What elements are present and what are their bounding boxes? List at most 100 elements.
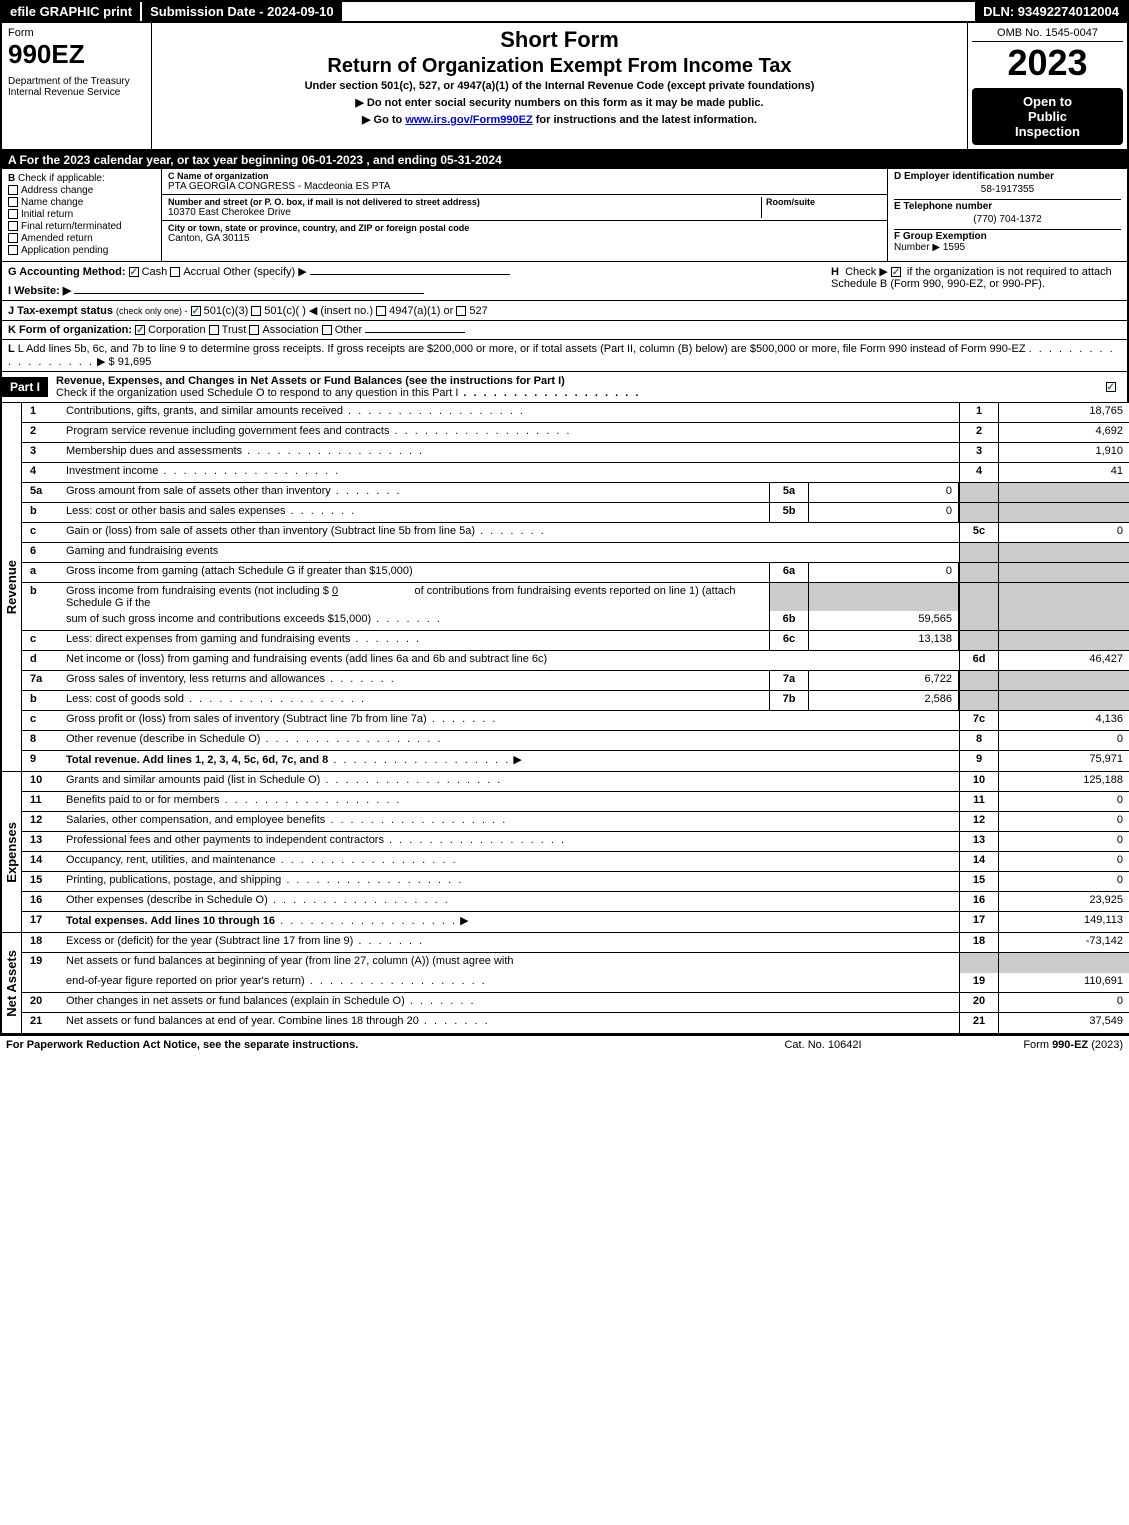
section-a-period: A For the 2023 calendar year, or tax yea…: [0, 151, 1129, 169]
irs-link[interactable]: www.irs.gov/Form990EZ: [405, 114, 532, 126]
dept-label: Department of the Treasury: [8, 76, 145, 87]
line-5c-value: 0: [999, 523, 1129, 542]
dln-label: DLN: 93492274012004: [975, 2, 1127, 21]
checkbox-address-change[interactable]: [8, 185, 18, 195]
checkbox-501c3[interactable]: [191, 306, 201, 316]
checkbox-pending[interactable]: [8, 245, 18, 255]
page-footer: For Paperwork Reduction Act Notice, see …: [0, 1035, 1129, 1054]
checkbox-amended[interactable]: [8, 233, 18, 243]
part-1-label: Part I: [2, 377, 48, 397]
checkbox-corporation[interactable]: [135, 325, 145, 335]
paperwork-notice: For Paperwork Reduction Act Notice, see …: [6, 1039, 723, 1051]
net-assets-section: Net Assets 18Excess or (deficit) for the…: [0, 932, 1129, 1035]
other-specify-input[interactable]: [310, 274, 510, 275]
checkbox-name-change[interactable]: [8, 197, 18, 207]
warning-2: ▶ Go to www.irs.gov/Form990EZ for instru…: [162, 113, 957, 126]
checkbox-initial-return[interactable]: [8, 209, 18, 219]
section-l: L L Add lines 5b, 6c, and 7b to line 9 t…: [0, 340, 1129, 372]
short-form-title: Short Form: [162, 27, 957, 53]
line-6d-value: 46,427: [999, 651, 1129, 670]
top-bar: efile GRAPHIC print Submission Date - 20…: [0, 0, 1129, 23]
line-17-value: 149,113: [999, 912, 1129, 932]
phone-label: E Telephone number: [894, 201, 992, 212]
line-6a-value: 0: [809, 563, 959, 582]
line-19-value: 110,691: [999, 973, 1129, 992]
checkbox-trust[interactable]: [209, 325, 219, 335]
irs-label: Internal Revenue Service: [8, 87, 145, 98]
website-label: I Website: ▶: [8, 285, 71, 297]
expenses-section: Expenses 10Grants and similar amounts pa…: [0, 771, 1129, 932]
form-header: Form 990EZ Department of the Treasury In…: [0, 23, 1129, 151]
line-7b-value: 2,586: [809, 691, 959, 710]
line-10-value: 125,188: [999, 772, 1129, 791]
line-20-value: 0: [999, 993, 1129, 1012]
org-name-label: C Name of organization: [168, 171, 881, 181]
line-2-value: 4,692: [999, 423, 1129, 442]
open-to-public: Open to Public Inspection: [972, 88, 1123, 145]
phone-value: (770) 704-1372: [894, 212, 1121, 227]
section-j: J Tax-exempt status (check only one) - 5…: [0, 301, 1129, 321]
ein-label: D Employer identification number: [894, 171, 1054, 182]
line-14-value: 0: [999, 852, 1129, 871]
section-k: K Form of organization: Corporation Trus…: [0, 321, 1129, 340]
header-center: Short Form Return of Organization Exempt…: [152, 23, 967, 149]
line-5a-value: 0: [809, 483, 959, 502]
checkbox-association[interactable]: [249, 325, 259, 335]
line-15-value: 0: [999, 872, 1129, 891]
warning-1: ▶ Do not enter social security numbers o…: [162, 96, 957, 109]
checkbox-4947[interactable]: [376, 306, 386, 316]
line-6c-value: 13,138: [809, 631, 959, 650]
section-c: C Name of organization PTA GEORGIA CONGR…: [162, 169, 887, 261]
submission-date: Submission Date - 2024-09-10: [140, 2, 344, 21]
street-label: Number and street (or P. O. box, if mail…: [168, 197, 761, 207]
efile-label[interactable]: efile GRAPHIC print: [2, 2, 140, 21]
tax-year: 2023: [972, 42, 1123, 84]
checkbox-accrual[interactable]: [170, 267, 180, 277]
checkbox-cash[interactable]: [129, 267, 139, 277]
form-label: Form: [8, 27, 145, 39]
topbar-spacer: [344, 2, 976, 21]
revenue-section: Revenue 1Contributions, gifts, grants, a…: [0, 403, 1129, 771]
room-label: Room/suite: [766, 197, 881, 207]
city-state-zip: Canton, GA 30115: [168, 233, 881, 244]
line-7a-value: 6,722: [809, 671, 959, 690]
other-org-input[interactable]: [365, 332, 465, 333]
street-address: 10370 East Cherokee Drive: [168, 207, 761, 218]
part-1-title: Revenue, Expenses, and Changes in Net As…: [48, 372, 1097, 402]
revenue-side-label: Revenue: [0, 403, 22, 771]
form-version: Form 990-EZ (2023): [923, 1039, 1123, 1051]
sub-title: Under section 501(c), 527, or 4947(a)(1)…: [162, 80, 957, 92]
checkbox-final-return[interactable]: [8, 221, 18, 231]
line-9-value: 75,971: [999, 751, 1129, 771]
section-d-e-f: D Employer identification number 58-1917…: [887, 169, 1127, 261]
line-4-value: 41: [999, 463, 1129, 482]
section-b: B Check if applicable: Address change Na…: [2, 169, 162, 261]
line-8-value: 0: [999, 731, 1129, 750]
header-right: OMB No. 1545-0047 2023 Open to Public In…: [967, 23, 1127, 149]
checkbox-501c[interactable]: [251, 306, 261, 316]
ein-value: 58-1917355: [894, 182, 1121, 197]
checkbox-other-org[interactable]: [322, 325, 332, 335]
line-1-value: 18,765: [999, 403, 1129, 422]
line-13-value: 0: [999, 832, 1129, 851]
line-21-value: 37,549: [999, 1013, 1129, 1033]
org-name: PTA GEORGIA CONGRESS - Macdeonia ES PTA: [168, 181, 881, 192]
line-5b-value: 0: [809, 503, 959, 522]
line-18-value: -73,142: [999, 933, 1129, 952]
net-assets-side-label: Net Assets: [0, 933, 22, 1033]
line-16-value: 23,925: [999, 892, 1129, 911]
city-label: City or town, state or province, country…: [168, 223, 881, 233]
main-title: Return of Organization Exempt From Incom…: [162, 55, 957, 78]
line-3-value: 1,910: [999, 443, 1129, 462]
header-left: Form 990EZ Department of the Treasury In…: [2, 23, 152, 149]
checkbox-schedule-b[interactable]: [891, 267, 901, 277]
website-input[interactable]: [74, 293, 424, 294]
part-1-header: Part I Revenue, Expenses, and Changes in…: [0, 372, 1129, 403]
group-label: F Group Exemption: [894, 231, 987, 242]
catalog-number: Cat. No. 10642I: [723, 1039, 923, 1051]
omb-number: OMB No. 1545-0047: [972, 27, 1123, 42]
expenses-side-label: Expenses: [0, 772, 22, 932]
checkbox-schedule-o[interactable]: [1106, 382, 1116, 392]
line-12-value: 0: [999, 812, 1129, 831]
checkbox-527[interactable]: [456, 306, 466, 316]
